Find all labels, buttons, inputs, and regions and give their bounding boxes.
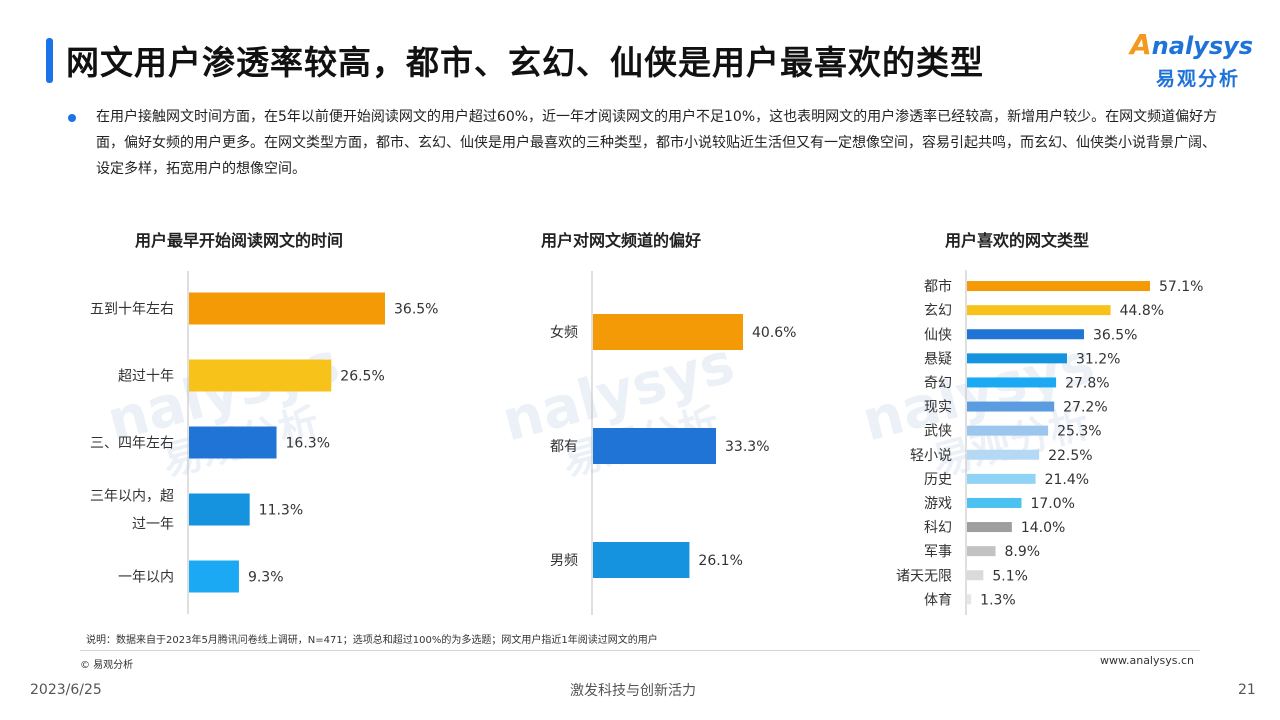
data-label: 40.6% <box>752 325 796 341</box>
data-label: 17.0% <box>1030 496 1074 512</box>
page-number: 21 <box>1238 682 1256 698</box>
bar <box>593 314 743 350</box>
data-label: 27.8% <box>1065 375 1109 391</box>
category-label: 五到十年左右 <box>90 302 174 318</box>
bar <box>967 401 1055 412</box>
category-label: 男频 <box>550 553 578 569</box>
category-label: 一年以内 <box>118 570 174 586</box>
copyright: © 易观分析 <box>80 660 134 671</box>
category-label: 都有 <box>550 439 578 455</box>
bar <box>967 570 984 581</box>
bar <box>967 546 996 557</box>
data-label: 21.4% <box>1045 472 1089 488</box>
bar <box>593 428 717 464</box>
category-label: 超过十年 <box>118 369 174 385</box>
bar <box>967 425 1049 436</box>
bar <box>967 497 1022 508</box>
chart-favorite-genres: 57.1% 都市 44.8% 玄幻 36.5% 仙侠 31.2% 悬疑 27.8% 奇幻 27.2%… <box>896 270 1203 615</box>
data-label: 9.3% <box>248 570 284 586</box>
data-label: 36.5% <box>1093 327 1137 343</box>
summary-text: 在用户接触网文时间方面，在5年以前便开始阅读网文的用户超过60%，近一年才阅读网… <box>96 109 1218 177</box>
analysys-logo: Analysys 易观分析 <box>1130 28 1260 92</box>
summary-bullet <box>68 114 76 122</box>
data-label: 25.3% <box>1057 424 1101 440</box>
chart-channel-preference: 40.6% 女频 33.3% 都有 26.1% 男频 <box>550 271 796 615</box>
logo-wordmark: Analysys <box>1130 28 1253 61</box>
data-label: 16.3% <box>286 436 330 452</box>
bar <box>189 426 277 459</box>
bar <box>189 493 250 526</box>
category-label: 武侠 <box>924 424 952 440</box>
data-label: 11.3% <box>259 503 303 519</box>
category-label: 奇幻 <box>924 374 952 391</box>
logo-chinese: 易观分析 <box>1156 68 1241 90</box>
category-label: 历史 <box>924 472 952 488</box>
data-label: 26.1% <box>698 553 742 569</box>
title-accent-bar <box>46 38 53 83</box>
category-label: 轻小说 <box>910 448 952 464</box>
chart-3-title: 用户喜欢的网文类型 <box>945 231 1090 250</box>
bar <box>967 522 1012 533</box>
bar <box>189 560 239 593</box>
category-label: 仙侠 <box>924 327 952 343</box>
category-label: 都市 <box>924 278 952 295</box>
bar <box>967 377 1057 388</box>
chart-1-title: 用户最早开始阅读网文的时间 <box>135 231 344 250</box>
data-label: 8.9% <box>1005 544 1041 560</box>
data-label: 44.8% <box>1120 303 1164 319</box>
category-label: 三、四年左右 <box>90 436 174 452</box>
data-label: 22.5% <box>1048 448 1092 464</box>
category-label: 玄幻 <box>924 302 952 319</box>
bar <box>189 292 385 325</box>
category-label: 军事 <box>924 544 952 560</box>
page-title: 网文用户渗透率较高，都市、玄幻、仙侠是用户最喜欢的类型 <box>66 43 984 82</box>
bar <box>967 281 1150 292</box>
data-label: 36.5% <box>394 302 438 318</box>
data-label: 5.1% <box>992 568 1028 584</box>
data-label: 26.5% <box>340 369 384 385</box>
bar <box>967 473 1036 484</box>
category-label: 游戏 <box>924 496 952 512</box>
report-date: 2023/6/25 <box>30 682 102 698</box>
category-label: 过一年 <box>132 517 174 533</box>
category-label: 悬疑 <box>924 351 952 367</box>
category-label: 三年以内，超 <box>90 489 174 505</box>
chart-reading-start-time: 36.5% 五到十年左右 26.5% 超过十年 16.3% 三、四年左右 11.3% 三年以内… <box>90 271 438 614</box>
category-label: 诸天无限 <box>896 568 952 584</box>
bar <box>967 594 972 605</box>
category-label: 女频 <box>550 324 578 341</box>
slogan: 激发科技与创新活力 <box>570 683 696 699</box>
logo-a-letter: A <box>1130 28 1152 61</box>
footnote: 说明：数据来自于2023年5月腾讯问卷线上调研，N=471；选项总和超过100%… <box>86 635 658 646</box>
category-label: 科幻 <box>924 520 952 536</box>
bar <box>189 359 332 392</box>
bar <box>967 353 1067 364</box>
bar <box>967 329 1084 340</box>
data-label: 27.2% <box>1063 400 1107 416</box>
website-link[interactable]: www.analysys.cn <box>1100 654 1194 667</box>
data-label: 31.2% <box>1076 351 1120 367</box>
bar <box>967 305 1111 316</box>
data-label: 33.3% <box>725 439 769 455</box>
category-label: 体育 <box>924 592 952 608</box>
bar <box>967 449 1040 460</box>
logo-wordmark-text: nalysys <box>1151 32 1254 60</box>
bar <box>593 542 690 578</box>
footer-divider <box>80 650 1200 651</box>
data-label: 1.3% <box>980 592 1016 608</box>
data-label: 14.0% <box>1021 520 1065 536</box>
chart-2-title: 用户对网文频道的偏好 <box>541 231 702 250</box>
data-label: 57.1% <box>1159 279 1203 295</box>
category-label: 现实 <box>924 400 952 416</box>
